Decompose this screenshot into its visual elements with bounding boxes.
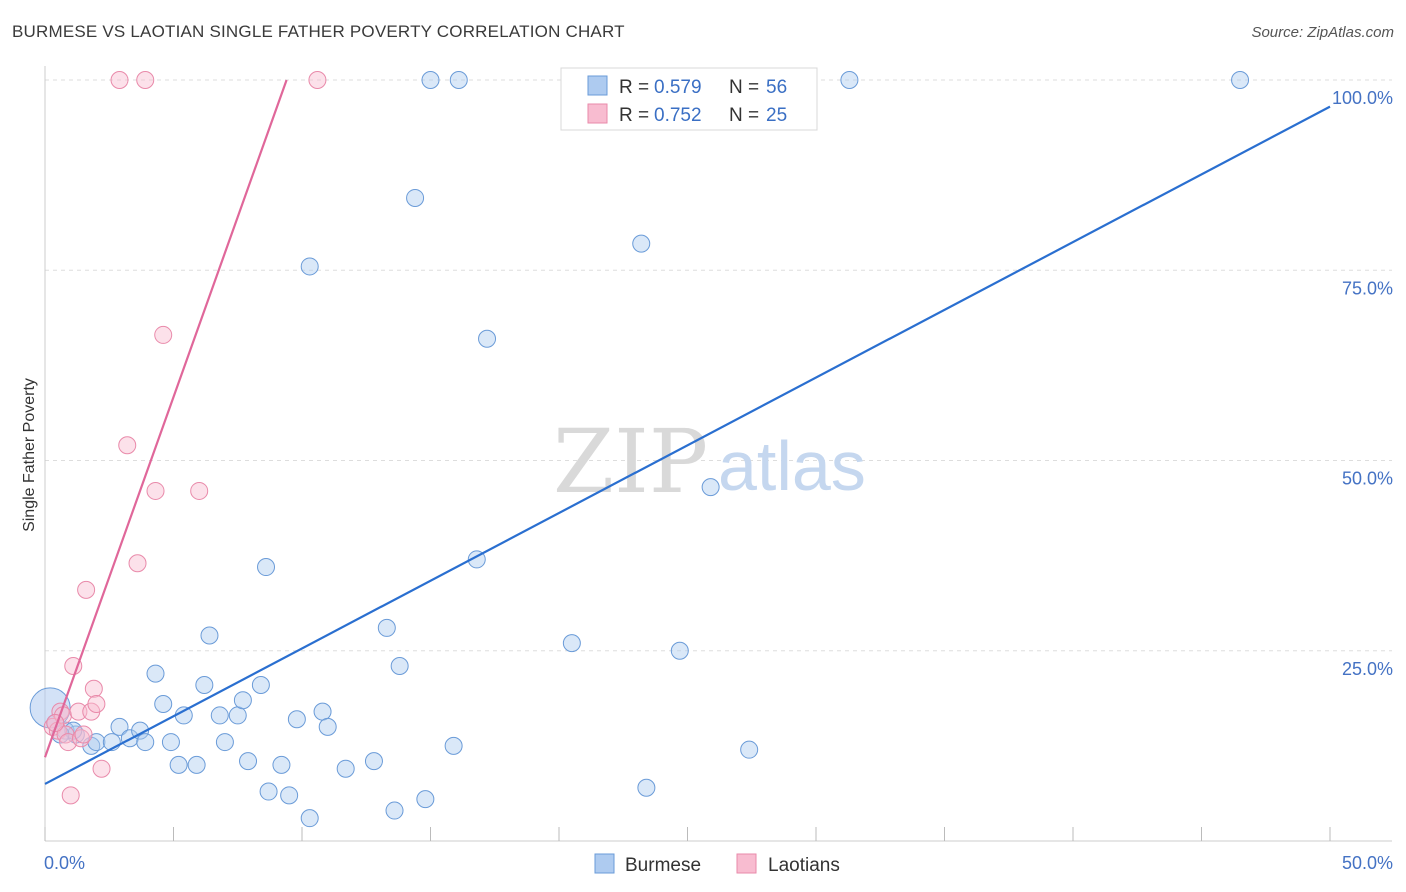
legend-laotian-r-label: R =	[619, 105, 649, 126]
point-burmese-11	[146, 664, 165, 683]
point-laotian-8	[69, 702, 88, 721]
point-burmese-51	[740, 740, 759, 759]
point-laotian-12	[84, 679, 103, 698]
point-burmese-42	[444, 736, 463, 755]
point-burmese-10	[136, 733, 155, 752]
watermark-atlas: atlas	[718, 427, 866, 505]
point-burmese-33	[318, 717, 337, 736]
point-burmese-7	[110, 717, 129, 736]
gridlines	[45, 79, 1392, 652]
y-tick-label-25: 25.0%	[1342, 659, 1393, 679]
tick-labels: 100.0% 75.0% 50.0% 25.0% 0.0% 50.0%	[44, 88, 1393, 873]
point-laotian-17	[128, 554, 147, 573]
x-tick-label-max: 50.0%	[1342, 853, 1393, 873]
point-burmese-39	[406, 188, 425, 207]
point-laotian-13	[87, 695, 106, 714]
point-burmese-21	[228, 706, 247, 725]
bottom-legend-laotians: Laotians	[768, 855, 840, 876]
point-burmese-40	[416, 790, 435, 809]
point-burmese-34	[336, 759, 355, 778]
legend-burmese-n-value: 56	[766, 77, 787, 98]
point-burmese-29	[287, 710, 306, 729]
point-laotian-7	[64, 656, 83, 675]
y-tick-label-100: 100.0%	[1332, 88, 1393, 108]
point-laotian-16	[118, 436, 137, 455]
point-burmese-30	[300, 809, 319, 828]
trend-lines	[43, 79, 1331, 785]
point-burmese-31	[300, 257, 319, 276]
point-burmese-45	[478, 329, 497, 348]
bottom-legend-swatch-burmese	[594, 853, 615, 874]
point-burmese-22	[233, 691, 252, 710]
point-burmese-27	[272, 755, 291, 774]
point-burmese-50	[701, 478, 720, 497]
series-legend: Burmese Laotians	[594, 853, 840, 876]
point-burmese-28	[280, 786, 299, 805]
legend-swatch-burmese	[587, 75, 608, 96]
trend-line-laotian	[43, 79, 288, 758]
point-burmese-52	[840, 71, 859, 89]
bottom-legend-swatch-laotians	[736, 853, 757, 874]
point-burmese-24	[251, 675, 270, 694]
point-laotian-22	[308, 71, 327, 89]
bottom-legend-burmese: Burmese	[625, 855, 701, 876]
point-laotian-6	[61, 786, 80, 805]
point-burmese-37	[385, 801, 404, 820]
source-credit: Source: ZipAtlas.com	[1251, 24, 1394, 41]
legend-laotian-n-value: 25	[766, 105, 787, 126]
point-laotian-14	[92, 759, 111, 778]
y-axis-label: Single Father Poverty	[21, 378, 38, 532]
data-points	[29, 71, 1250, 828]
legend-burmese-r-value: 0.579	[654, 77, 702, 98]
point-laotian-20	[154, 325, 173, 344]
point-burmese-20	[215, 733, 234, 752]
point-burmese-49	[670, 641, 689, 660]
chart-title: BURMESE VS LAOTIAN SINGLE FATHER POVERTY…	[12, 22, 625, 41]
point-burmese-35	[364, 752, 383, 771]
point-laotian-10	[77, 580, 96, 599]
x-tick-label-min: 0.0%	[44, 853, 85, 873]
point-burmese-53	[1231, 71, 1250, 89]
point-burmese-48	[637, 778, 656, 797]
point-burmese-38	[390, 656, 409, 675]
point-laotian-18	[136, 71, 155, 89]
legend-laotian-n-label: N =	[729, 105, 759, 126]
watermark-zip: ZIP	[553, 410, 708, 513]
point-burmese-26	[259, 782, 278, 801]
legend-burmese-n-label: N =	[729, 77, 759, 98]
point-burmese-46	[562, 634, 581, 653]
point-laotian-15	[110, 71, 129, 89]
point-burmese-16	[187, 755, 206, 774]
point-burmese-23	[239, 752, 258, 771]
point-burmese-15	[174, 706, 193, 725]
y-tick-label-50: 50.0%	[1342, 469, 1393, 489]
point-burmese-41	[421, 71, 440, 89]
legend-swatch-laotian	[587, 103, 608, 124]
point-burmese-36	[377, 618, 396, 637]
correlation-legend: R = 0.579 N = 56 R = 0.752 N = 25	[560, 67, 818, 131]
point-burmese-43	[449, 71, 468, 89]
point-laotian-19	[146, 481, 165, 500]
point-burmese-47	[632, 234, 651, 253]
legend-burmese-r-label: R =	[619, 77, 649, 98]
point-burmese-32	[313, 702, 332, 721]
point-burmese-25	[257, 558, 276, 577]
legend-laotian-r-value: 0.752	[654, 105, 702, 126]
y-tick-label-75: 75.0%	[1342, 278, 1393, 298]
point-laotian-24	[74, 725, 93, 744]
point-burmese-14	[169, 755, 188, 774]
point-burmese-18	[200, 626, 219, 645]
point-burmese-13	[161, 733, 180, 752]
point-burmese-19	[210, 706, 229, 725]
point-burmese-12	[154, 695, 173, 714]
trend-line-burmese	[44, 105, 1331, 785]
point-laotian-21	[190, 481, 209, 500]
point-burmese-17	[195, 675, 214, 694]
